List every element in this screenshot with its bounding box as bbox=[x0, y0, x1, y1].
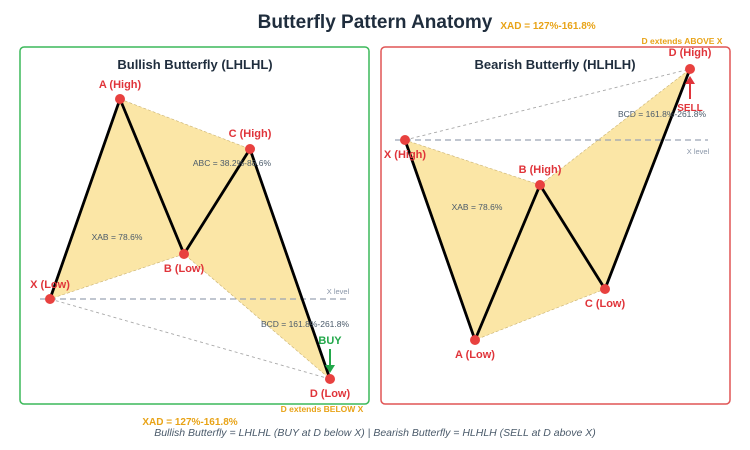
bullish-label-a: A (High) bbox=[99, 79, 142, 91]
bullish-panel-title: Bullish Butterfly (LHLHL) bbox=[117, 57, 272, 72]
bearish-point-x bbox=[400, 135, 410, 145]
bullish-point-a bbox=[115, 94, 125, 104]
bullish-panel: Bullish Butterfly (LHLHL) X level X (Low… bbox=[19, 46, 370, 414]
bearish-panel-title: Bearish Butterfly (HLHLH) bbox=[474, 57, 635, 72]
bullish-label-c: C (High) bbox=[229, 128, 272, 140]
bullish-point-x bbox=[45, 294, 55, 304]
bearish-xab-ratio: XAB = 78.6% bbox=[452, 202, 503, 212]
bearish-label-x: X (High) bbox=[384, 149, 426, 161]
bullish-label-b: B (Low) bbox=[164, 263, 205, 275]
bearish-xad-label: XAD = 127%-161.8% bbox=[500, 21, 595, 32]
bullish-label-x: X (Low) bbox=[30, 279, 70, 291]
sell-signal-label: SELL bbox=[677, 103, 703, 114]
bearish-point-a bbox=[470, 335, 480, 345]
bullish-point-c bbox=[245, 144, 255, 154]
bearish-abc-triangle bbox=[474, 184, 606, 341]
bullish-d-note: D extends BELOW X bbox=[281, 404, 364, 414]
page-title: Butterfly Pattern Anatomy bbox=[258, 12, 493, 33]
bullish-label-d: D (Low) bbox=[310, 388, 351, 400]
bullish-point-d bbox=[325, 374, 335, 384]
bullish-xab-ratio: XAB = 78.6% bbox=[92, 232, 143, 242]
bearish-label-b: B (High) bbox=[519, 164, 562, 176]
bearish-d-note: D extends ABOVE X bbox=[642, 36, 723, 46]
sell-arrow-icon bbox=[685, 76, 695, 84]
bullish-bcd-ratio: BCD = 161.8%-261.8% bbox=[261, 319, 350, 329]
buy-signal-label: BUY bbox=[318, 335, 342, 347]
bearish-label-d: D (High) bbox=[669, 47, 712, 59]
bearish-label-a: A (Low) bbox=[455, 349, 495, 361]
bearish-point-c bbox=[600, 284, 610, 294]
bullish-point-b bbox=[179, 249, 189, 259]
bearish-bcd-ratio: BCD = 161.8%-261.8% bbox=[618, 109, 707, 119]
bearish-x-level-label: X level bbox=[687, 147, 710, 156]
footer-caption: Bullish Butterfly = LHLHL (BUY at D belo… bbox=[154, 427, 596, 439]
bullish-abc-ratio: ABC = 38.2%-88.6% bbox=[193, 158, 272, 168]
buy-arrow-icon bbox=[325, 365, 335, 373]
bullish-xad-label: XAD = 127%-161.8% bbox=[142, 417, 237, 428]
bullish-xd-line bbox=[49, 298, 331, 380]
bearish-point-b bbox=[535, 180, 545, 190]
bearish-panel: Bearish Butterfly (HLHLH) X level X (Hig… bbox=[380, 36, 731, 405]
bearish-xd-line bbox=[404, 68, 691, 141]
bearish-point-d bbox=[685, 64, 695, 74]
bearish-label-c: C (Low) bbox=[585, 298, 626, 310]
bullish-x-level-label: X level bbox=[327, 287, 350, 296]
